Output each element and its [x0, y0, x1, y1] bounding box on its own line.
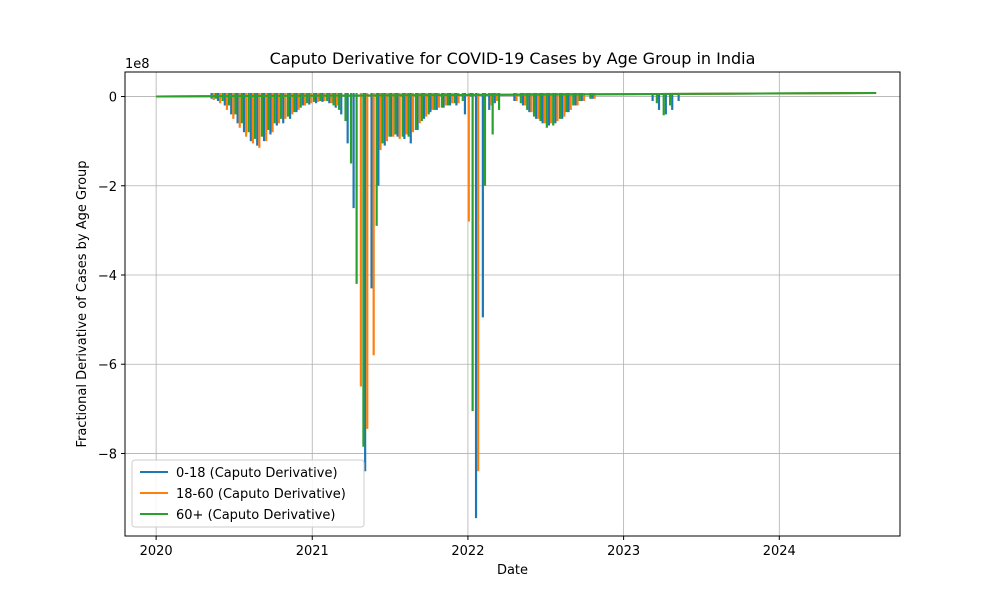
- x-tick-label: 2022: [451, 544, 484, 559]
- y-tick-label: −8: [98, 447, 117, 462]
- x-tick-label: 2021: [296, 544, 329, 559]
- axes: 2020 2021 2022 2023 2024 0 −2 −4 −6 −8: [98, 91, 796, 559]
- x-axis-label: Date: [497, 563, 528, 578]
- plot-frame: [124, 71, 901, 537]
- y-tick-label: 0: [109, 91, 117, 106]
- plot-area: [156, 91, 877, 519]
- legend-entry: 60+ (Caputo Derivative): [176, 508, 335, 523]
- series-baseline-line: [156, 91, 877, 98]
- x-tick-label: 2020: [140, 544, 173, 559]
- legend-entry: 18-60 (Caputo Derivative): [176, 487, 346, 502]
- y-tick-label: −6: [98, 358, 117, 373]
- series-2: [156, 91, 877, 447]
- x-tick-label: 2023: [607, 544, 640, 559]
- y-tick-label: −4: [98, 269, 117, 284]
- legend-box: [131, 459, 365, 528]
- legend-entry: 0-18 (Caputo Derivative): [176, 466, 338, 481]
- y-axis-label: Fractional Derivative of Cases by Age Gr…: [75, 160, 90, 447]
- legend: 0-18 (Caputo Derivative) 18-60 (Caputo De…: [131, 459, 365, 528]
- y-tick-label: −2: [98, 180, 117, 195]
- y-offset-label: 1e8: [125, 57, 150, 72]
- chart-title: Caputo Derivative for COVID-19 Cases by …: [270, 49, 756, 68]
- x-tick-label: 2024: [763, 544, 796, 559]
- series-1: [156, 91, 877, 472]
